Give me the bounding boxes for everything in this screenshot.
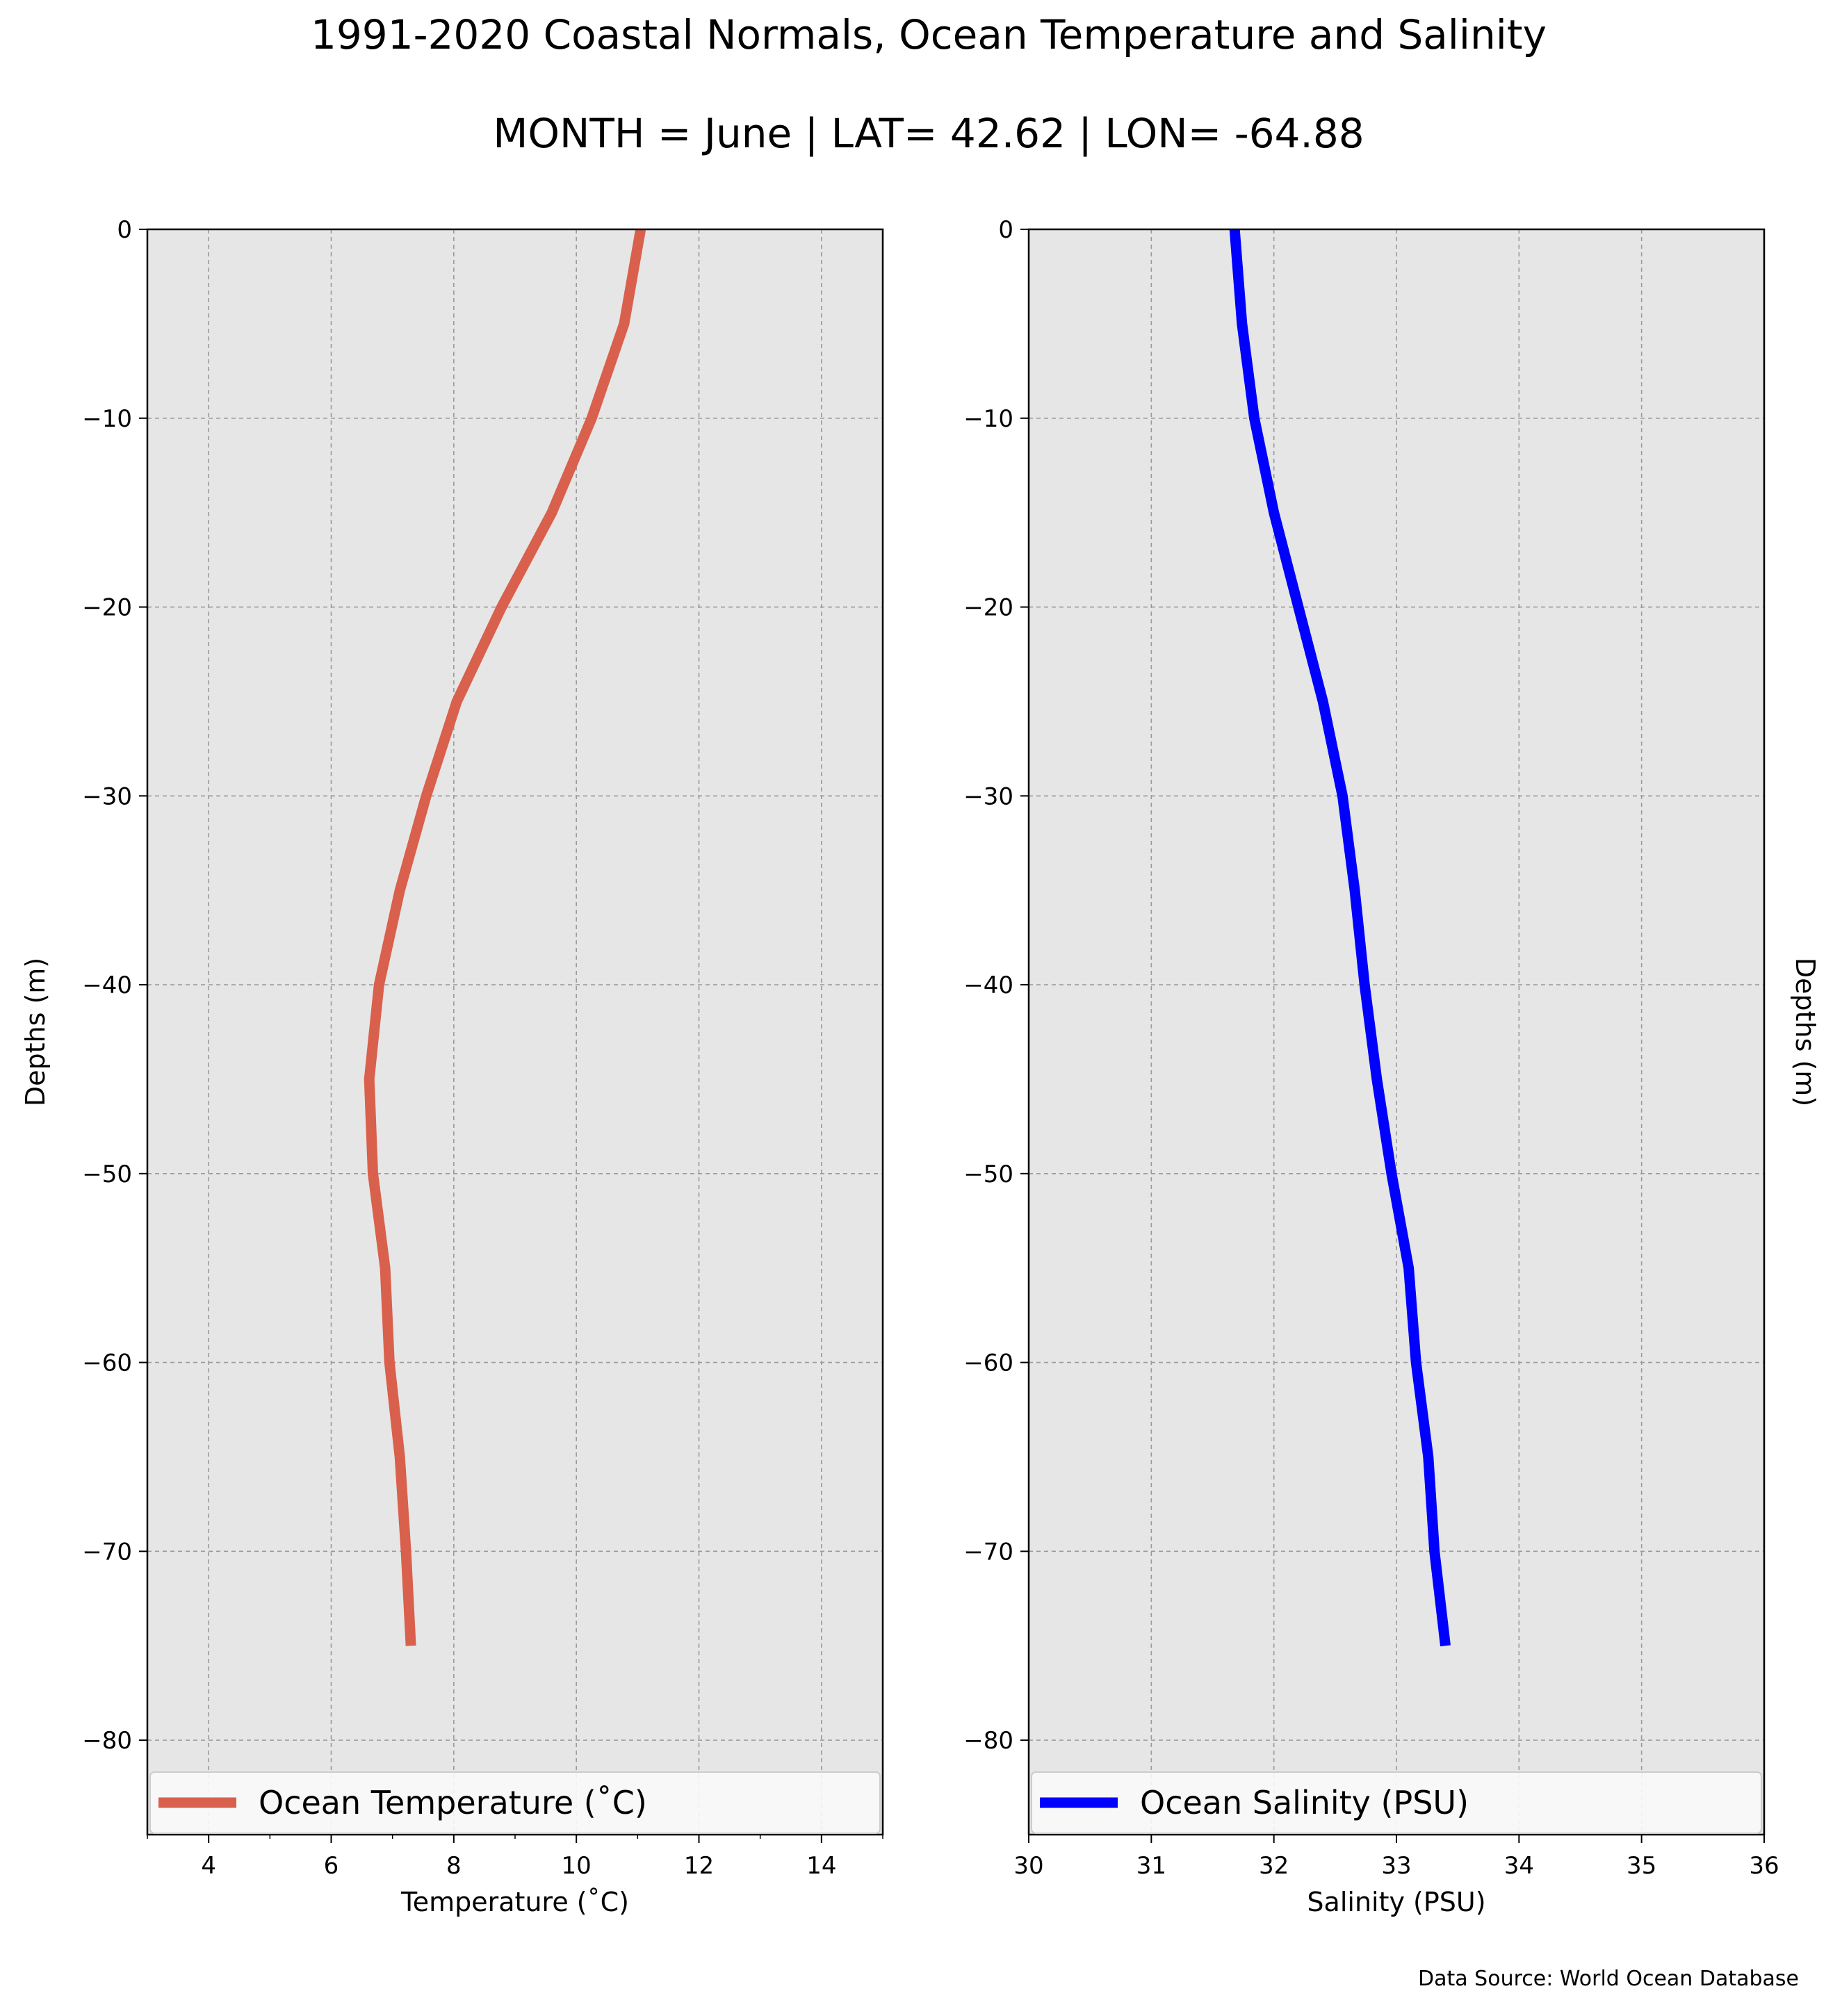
temperature-y-tick-label: 0 <box>117 216 132 244</box>
salinity-y-tick-label: −80 <box>963 1727 1013 1755</box>
salinity-x-axis-label: Salinity (PSU) <box>1307 1887 1485 1917</box>
salinity-x-tick-label: 35 <box>1627 1852 1656 1880</box>
temperature-series-line <box>364 228 646 1646</box>
salinity-x-tick-label: 32 <box>1259 1852 1289 1880</box>
temperature-x-tick-label: 12 <box>684 1852 714 1880</box>
salinity-x-tick-label: 33 <box>1381 1852 1411 1880</box>
salinity-y-tick-label: −20 <box>963 594 1013 622</box>
temperature-x-tick-label: 8 <box>446 1852 462 1880</box>
salinity-y-tick-label: −10 <box>963 405 1013 433</box>
salinity-x-tick-label: 31 <box>1136 1852 1166 1880</box>
temperature-x-axis-label: Temperature (˚C) <box>400 1887 629 1917</box>
chart-subtitle: MONTH = June | LAT= 42.62 | LON= -64.88 <box>493 110 1364 157</box>
salinity-x-tick-label: 36 <box>1749 1852 1779 1880</box>
salinity-x-tick-label: 30 <box>1013 1852 1043 1880</box>
temperature-y-tick-label: −20 <box>82 594 132 622</box>
chart-title: 1991-2020 Coastal Normals, Ocean Tempera… <box>311 11 1547 58</box>
right-y-axis-label: Depths (m) <box>1790 958 1820 1106</box>
temperature-x-tick-label: 4 <box>201 1852 216 1880</box>
salinity-series-line <box>1229 229 1451 1647</box>
temperature-y-tick-label: −40 <box>82 972 132 999</box>
temperature-plot-area <box>147 229 883 1835</box>
salinity-legend-label: Ocean Salinity (PSU) <box>1140 1784 1469 1821</box>
temperature-y-tick-label: −70 <box>82 1538 132 1566</box>
salinity-y-tick-label: −40 <box>963 972 1013 999</box>
temperature-legend-label: Ocean Temperature (˚C) <box>259 1784 647 1821</box>
salinity-y-tick-label: −30 <box>963 782 1013 810</box>
temperature-axes-frame <box>146 228 884 1836</box>
temperature-x-tick-label: 10 <box>562 1852 592 1880</box>
salinity-panel: 30 31 32 33 34 35 36 0 −10 −20 −30 −40 −50 −60 −70 −80 O… <box>963 216 1779 1917</box>
temperature-legend-box <box>149 1771 881 1834</box>
data-source-note: Data Source: World Ocean Database <box>1418 1967 1799 1991</box>
temperature-panel: 4 6 8 10 12 14 0 −10 −20 −30 −40 −50 −60 −70 −80 Ocean … <box>82 216 884 1917</box>
salinity-y-tick-label: −70 <box>963 1538 1013 1566</box>
temperature-x-tick-label: 6 <box>324 1852 339 1880</box>
salinity-legend-box <box>1031 1771 1762 1834</box>
salinity-y-tick-label: −60 <box>963 1350 1013 1377</box>
temperature-y-tick-label: −50 <box>82 1161 132 1188</box>
temperature-y-tick-label: −60 <box>82 1350 132 1377</box>
salinity-y-tick-label: 0 <box>998 216 1013 244</box>
salinity-y-tick-label: −50 <box>963 1161 1013 1188</box>
temperature-y-tick-label: −80 <box>82 1727 132 1755</box>
temperature-y-tick-label: −10 <box>82 405 132 433</box>
salinity-axes-frame <box>1027 228 1766 1836</box>
left-y-axis-label: Depths (m) <box>20 958 51 1106</box>
salinity-x-tick-label: 34 <box>1504 1852 1534 1880</box>
temperature-y-tick-label: −30 <box>82 782 132 810</box>
temperature-x-tick-label: 14 <box>806 1852 836 1880</box>
